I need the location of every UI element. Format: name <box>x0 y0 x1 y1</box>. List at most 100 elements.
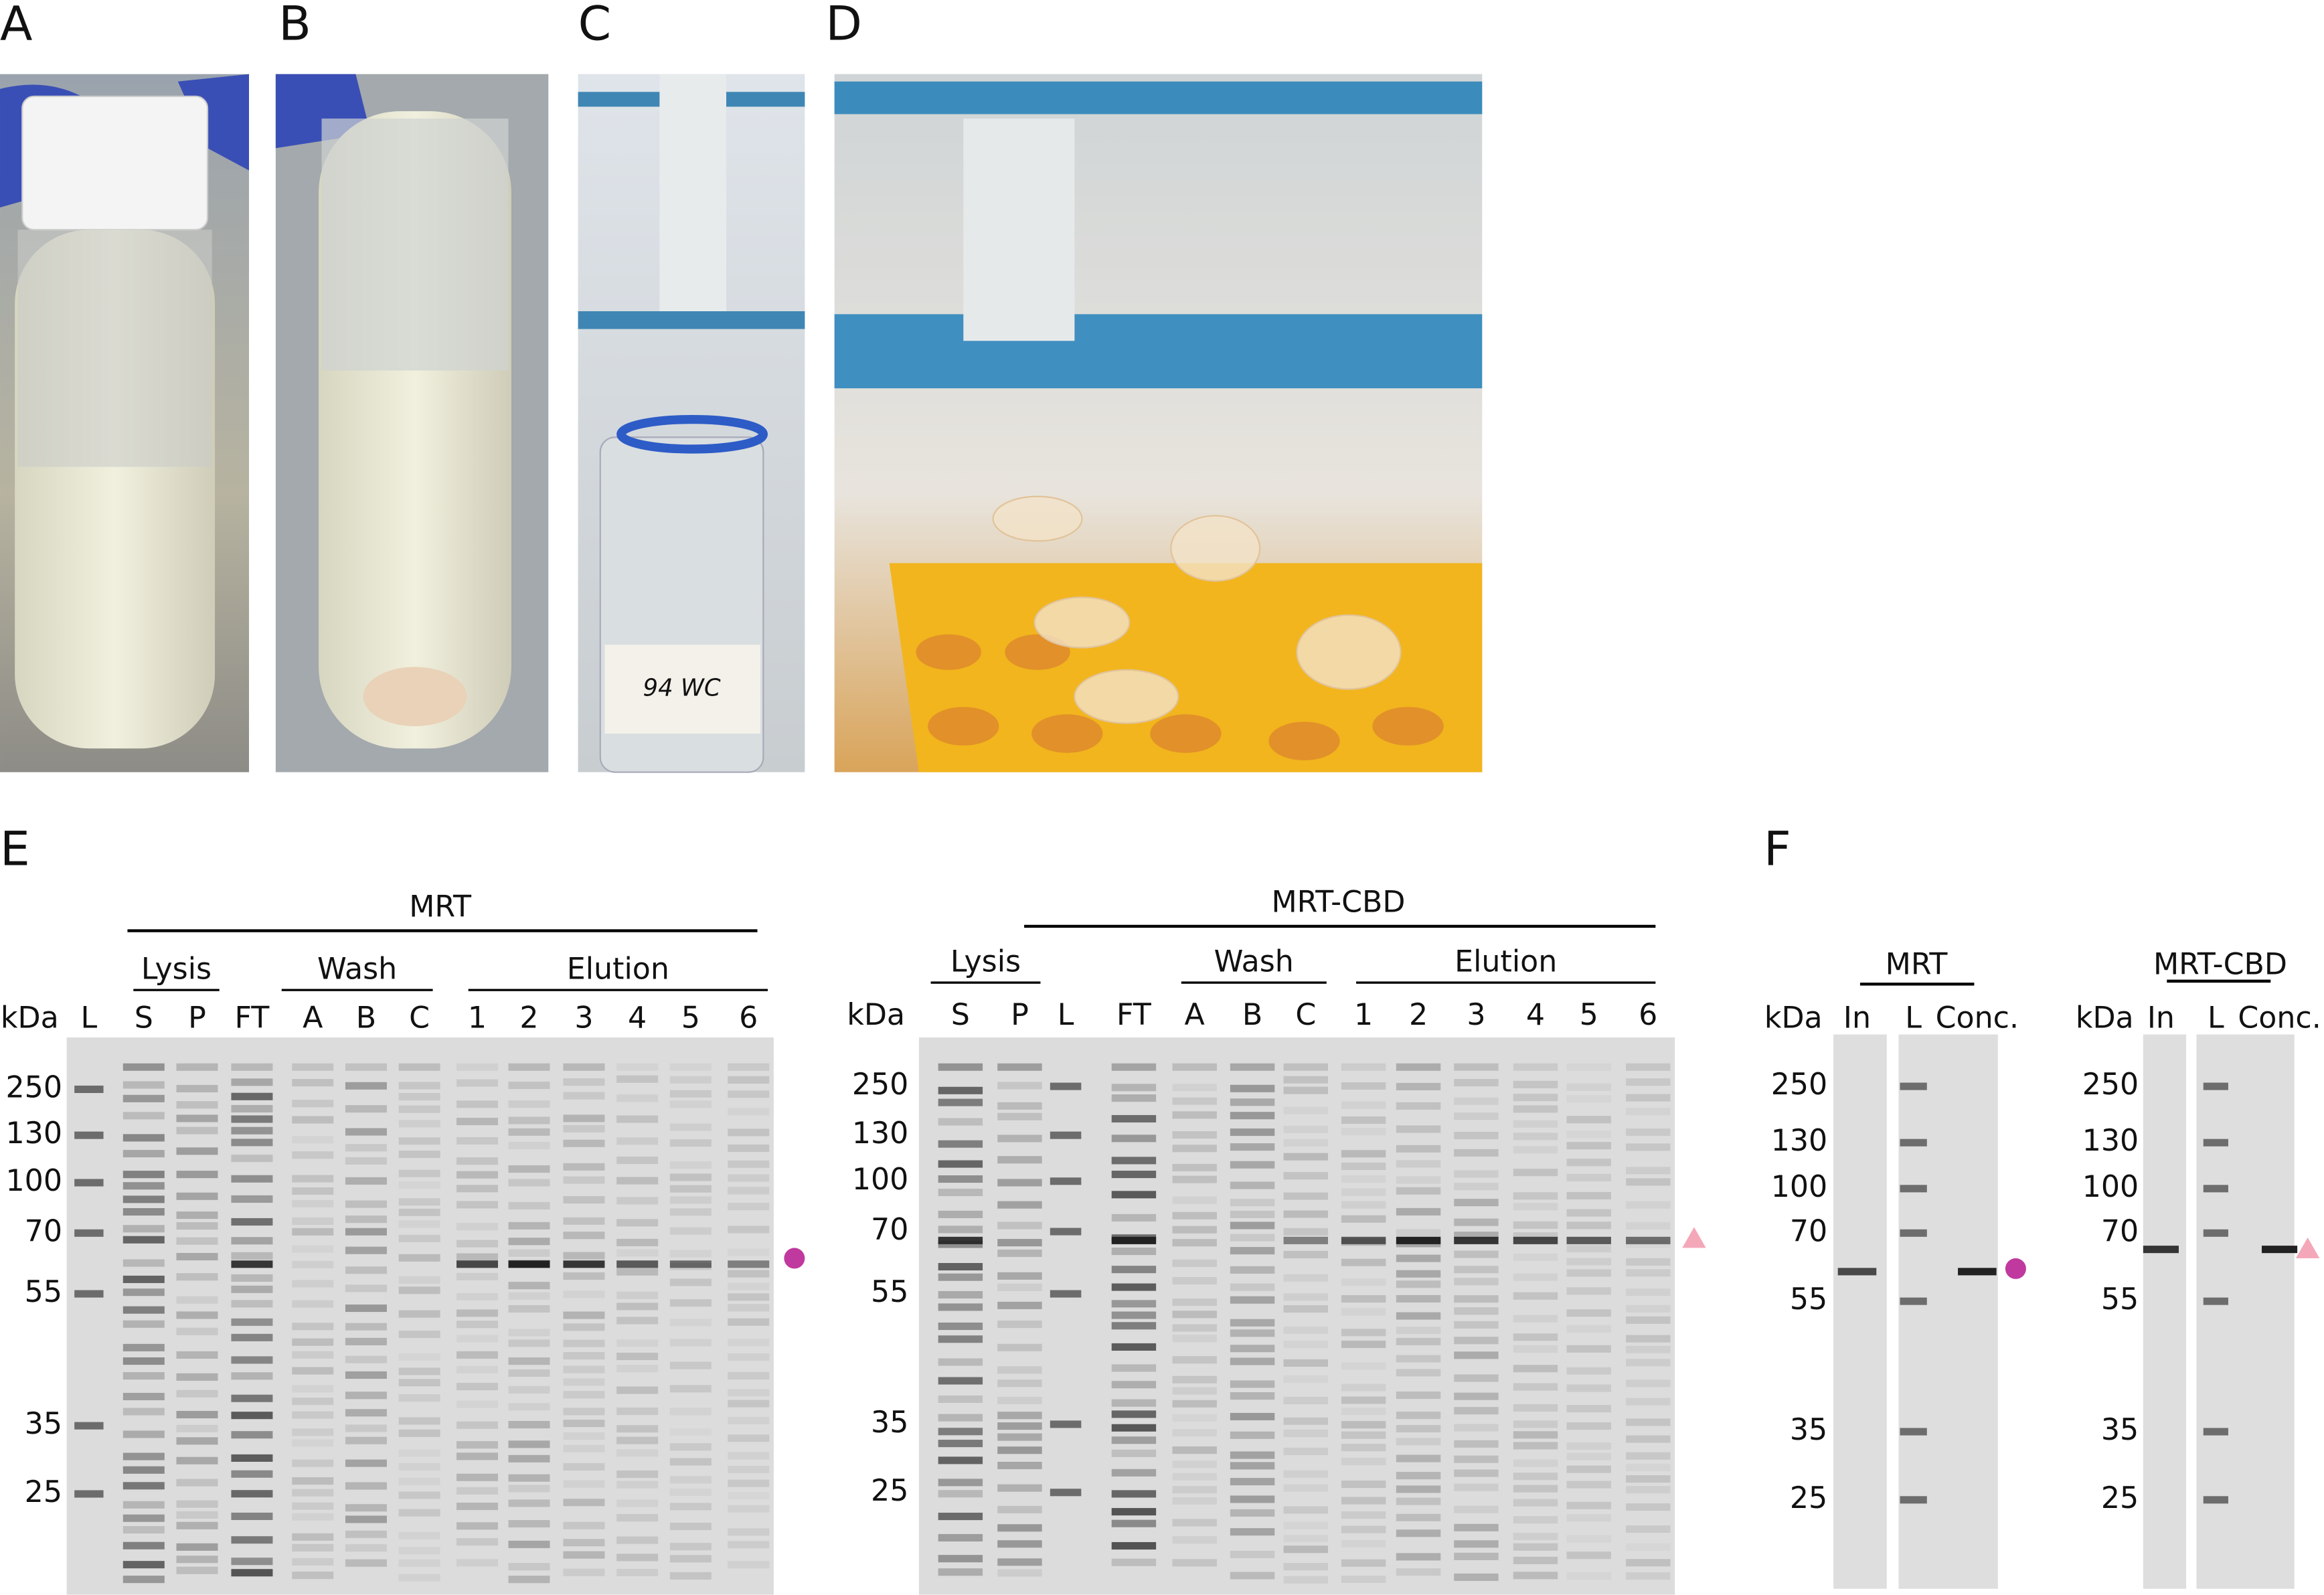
gel-band <box>1396 1513 1441 1521</box>
gel-band <box>1341 1444 1386 1452</box>
gel-band <box>938 1335 983 1343</box>
gel-band <box>1341 1175 1386 1183</box>
gel-band <box>1626 1108 1671 1116</box>
gel-band <box>1111 1213 1157 1222</box>
gel-band <box>669 1100 712 1108</box>
gel-band <box>669 1476 712 1484</box>
gel-band <box>1283 1236 1328 1244</box>
gel-band <box>456 1137 499 1145</box>
gel-band <box>563 1311 605 1319</box>
gel-band <box>292 1175 334 1183</box>
gel-band <box>2261 1246 2298 1254</box>
gel-band <box>669 1123 712 1131</box>
gel-band <box>231 1412 273 1420</box>
gel-band <box>122 1134 165 1142</box>
gel-band <box>1111 1171 1157 1179</box>
gel-band <box>345 1266 387 1274</box>
rack <box>834 314 1483 389</box>
lane-label: A <box>1185 998 1205 1032</box>
gel-band <box>1341 1278 1386 1286</box>
gel-band <box>2203 1297 2228 1305</box>
gel-band <box>1172 1497 1217 1505</box>
gel-band <box>122 1195 165 1203</box>
marker-label: 250 <box>1771 1068 1827 1102</box>
gel-band <box>563 1352 605 1360</box>
gel-band <box>1837 1268 1877 1276</box>
gel-band <box>456 1240 499 1248</box>
gel-band <box>1230 1222 1275 1230</box>
gel-band <box>456 1272 499 1280</box>
gel-band <box>1111 1343 1157 1351</box>
gel-band <box>345 1082 387 1090</box>
gel-band <box>616 1407 659 1416</box>
gel-band <box>176 1479 218 1487</box>
gel-band <box>122 1408 165 1416</box>
gel-band <box>1341 1295 1386 1303</box>
gel-band <box>1341 1383 1386 1392</box>
gel-band <box>1230 1319 1275 1327</box>
gel-band <box>1396 1254 1441 1262</box>
gel-band <box>1626 1063 1671 1071</box>
gel-band <box>938 1226 983 1234</box>
gel-band <box>728 1353 770 1361</box>
gel-band <box>1566 1209 1611 1217</box>
gel-band <box>997 1422 1042 1430</box>
gel-band <box>1341 1421 1386 1429</box>
gel-band <box>122 1576 165 1584</box>
gel-band <box>398 1417 440 1425</box>
gel-band <box>1341 1408 1386 1416</box>
gel-band <box>1626 1143 1671 1151</box>
gel-title: MRT <box>1886 948 1948 982</box>
panel-label: B <box>278 0 311 51</box>
gel-band <box>997 1446 1042 1454</box>
gel-band <box>345 1436 387 1444</box>
gel-band <box>1050 1082 1082 1090</box>
gel-band <box>74 1179 104 1187</box>
gel-band <box>1513 1516 1558 1524</box>
gel-band <box>1283 1086 1328 1094</box>
gel-band <box>938 1140 983 1148</box>
gel-band <box>1454 1149 1499 1157</box>
gel-band <box>1111 1283 1157 1291</box>
gel-band <box>669 1173 712 1181</box>
gel-band <box>508 1420 550 1429</box>
gel-band <box>616 1554 659 1562</box>
gel-band <box>669 1278 712 1286</box>
gel-band <box>1230 1509 1275 1517</box>
gel-band <box>1566 1269 1611 1277</box>
gel-band <box>1396 1236 1441 1244</box>
gel-band <box>997 1321 1042 1329</box>
gel-band <box>292 1245 334 1253</box>
gel-band <box>1454 1351 1499 1359</box>
gel-band <box>292 1558 334 1566</box>
gel-band <box>292 1116 334 1124</box>
marker-label: 100 <box>852 1163 909 1197</box>
gel-band <box>1513 1365 1558 1373</box>
gel-band <box>1230 1528 1275 1536</box>
gel-band <box>563 1139 605 1147</box>
gel-band <box>1626 1094 1671 1102</box>
gel-band <box>1341 1063 1386 1071</box>
gel-band <box>1454 1337 1499 1345</box>
gel-band <box>997 1283 1042 1291</box>
gel-band <box>1513 1473 1558 1481</box>
gel-band <box>292 1079 334 1087</box>
gel-band <box>938 1513 983 1521</box>
gel-band <box>728 1128 770 1137</box>
gel-band <box>563 1432 605 1440</box>
gel-band <box>1513 1169 1558 1177</box>
gel-band <box>1454 1097 1499 1105</box>
gel-band <box>1626 1078 1671 1086</box>
gel-band <box>1513 1094 1558 1102</box>
gel-band <box>508 1329 550 1337</box>
gel-band <box>728 1389 770 1397</box>
gel-band <box>938 1568 983 1576</box>
gel-band <box>456 1487 499 1495</box>
gel-band <box>1172 1145 1217 1153</box>
lane-label: B <box>356 1001 376 1035</box>
gel-band <box>292 1280 334 1288</box>
gel-band <box>938 1440 983 1448</box>
gel-band <box>1230 1098 1275 1106</box>
gel-band <box>1566 1258 1611 1266</box>
